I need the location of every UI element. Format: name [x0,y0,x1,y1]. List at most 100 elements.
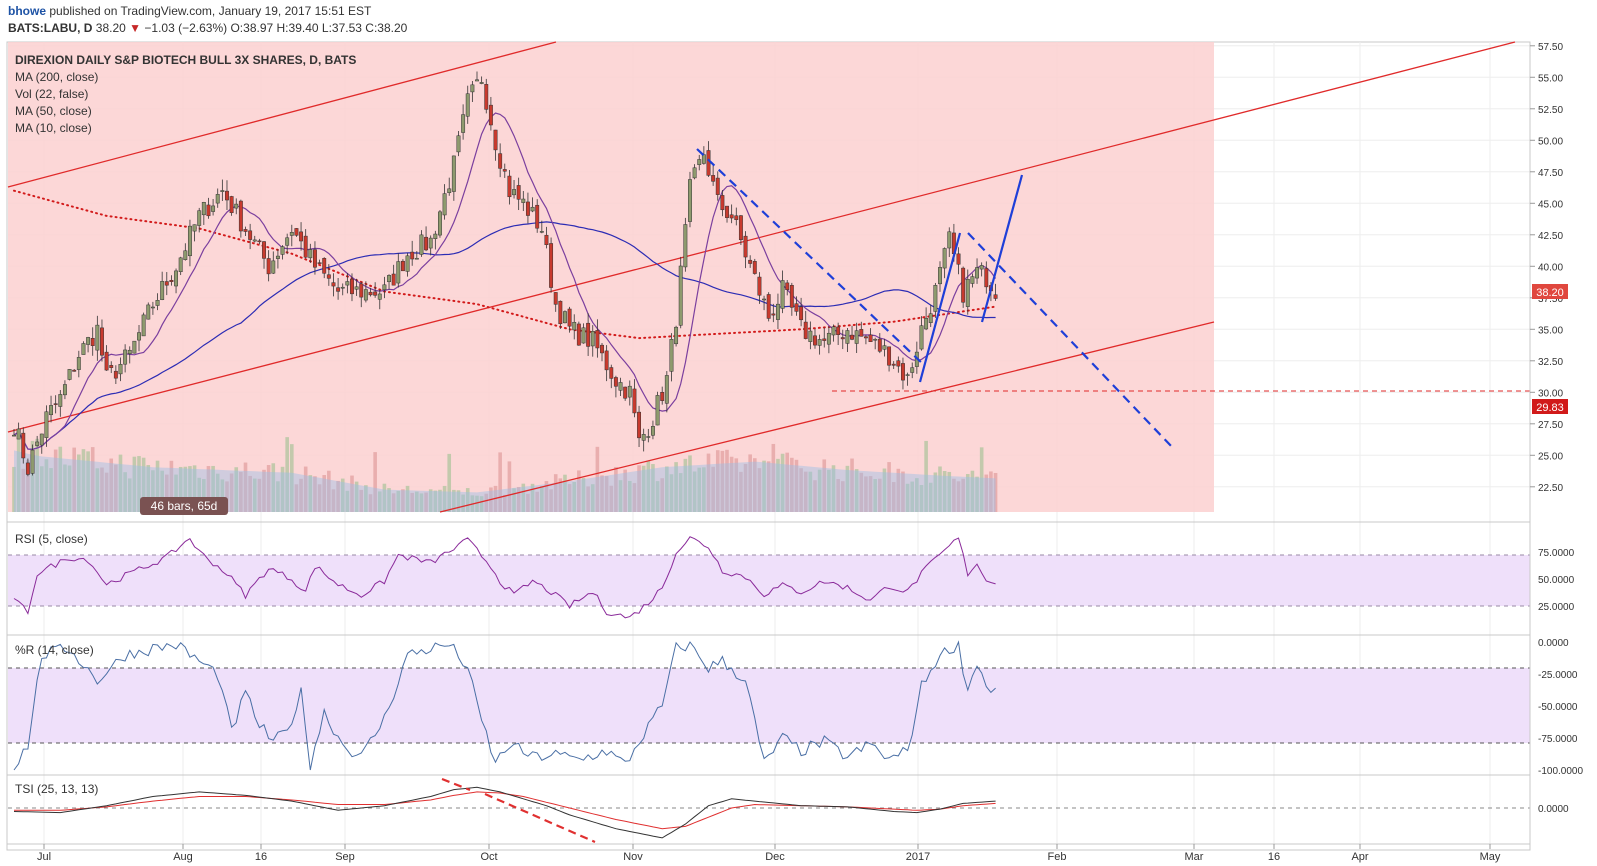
candle [947,227,952,258]
tsi-axis[interactable]: 0.0000 [1538,804,1569,815]
candle-body [104,351,109,371]
legend-ma10[interactable]: MA (10, close) [15,121,92,135]
volume-bar [95,468,100,512]
candle [525,192,530,224]
legend-vol[interactable]: Vol (22, false) [15,87,88,101]
tsi-divergence-dash[interactable] [441,777,471,792]
volume-bar [623,469,627,512]
volume-bar [26,460,30,512]
candle-body [419,234,424,255]
candle [76,350,81,378]
candle [576,321,581,346]
ma50-path [13,221,996,450]
price-axis[interactable]: 57.50 55.00 52.50 50.00 47.50 45.00 42.50 40.00… [1530,42,1563,494]
volume-bar [30,440,35,512]
tsi-trend-dash[interactable] [484,792,596,844]
volume-bar [123,472,127,512]
volume-bar [683,458,688,512]
price-pane[interactable]: DIREXION DAILY S&P BIOTECH BULL 3X SHARE… [7,41,1530,515]
volume-bar [558,478,563,512]
volume-bar [586,486,590,512]
channel-middle-line[interactable] [7,41,1516,433]
legend-ma50[interactable]: MA (50, close) [15,104,92,118]
candle [637,405,641,447]
candle [854,322,859,354]
candle [595,319,600,358]
volume-bar [313,476,317,512]
candle-body [697,159,702,165]
volume-bar [725,449,729,512]
rsi-pane[interactable]: RSI (5, close) [8,532,1530,619]
candle-body [720,195,725,211]
candle [113,365,118,385]
change: −1.03 (−2.63%) [144,21,228,35]
candle [563,310,567,324]
candle [387,274,391,290]
price-tick-label: 45.00 [1538,199,1563,210]
volume-bar [424,492,428,512]
candle [331,273,336,297]
volume-bar [901,471,905,512]
candle-body [738,215,743,241]
candle-body [632,388,637,414]
legend-ma200[interactable]: MA (200, close) [15,70,98,84]
chart-canvas[interactable]: DIREXION DAILY S&P BIOTECH BULL 3X SHARE… [0,38,1597,866]
volume-bar [878,478,882,512]
candle [544,226,549,249]
candle [623,386,628,401]
trend-up-line-1[interactable] [918,232,962,383]
candle-body [461,114,466,133]
author-name[interactable]: bhowe [8,4,46,18]
time-tick-label: Dec [765,851,785,863]
williams-r-pane[interactable]: %R (14, close) [8,640,1530,771]
wr-label[interactable]: %R (14, close) [15,643,94,657]
candle [90,327,95,356]
candle [252,235,257,243]
volume-bar [336,480,340,512]
wr-axis[interactable]: 0.0000 -25.0000 -50.0000 -75.0000 -100.0000 [1538,638,1583,777]
rsi-axis[interactable]: 75.0000 50.0000 25.0000 [1538,548,1575,613]
channel-lower-line[interactable] [439,321,1215,513]
rsi-label[interactable]: RSI (5, close) [15,532,88,546]
candle [104,345,109,371]
candle [127,346,132,364]
volume-bar [669,474,674,512]
tsi-tick-label: 0.0000 [1538,804,1569,815]
volume-bar [516,487,521,512]
wr-tick-label: 0.0000 [1538,638,1569,649]
candle-body [498,153,503,169]
candle-body [901,363,905,381]
time-axis[interactable]: Jul Aug 16 Sep Oct Nov Dec 2017 Feb Mar 16 Apr May [37,844,1501,863]
trend-down-dashed[interactable] [696,148,925,366]
candle-body [127,349,132,354]
volume-bar [854,469,859,512]
price-tick-label: 37.50 [1538,294,1563,305]
projection-up-line[interactable] [980,174,1024,323]
candle [683,217,688,272]
volume-bar [299,478,303,512]
volume-bar [604,476,609,512]
candle [873,337,878,350]
volume-bar [660,478,664,512]
channel-upper-line[interactable] [7,41,557,188]
candle-body [400,260,405,272]
volume-bar [563,474,567,512]
tsi-pane[interactable]: TSI (25, 13, 13) [8,777,1530,844]
volume-bar [627,480,632,512]
candle-body [776,303,780,320]
candle [766,292,771,322]
volume-bar [90,447,95,512]
support-price-badge [1532,399,1568,414]
volume-bar [419,493,424,512]
candle [410,240,415,266]
projection-down-dashed[interactable] [967,232,1173,448]
volume-bar [891,482,896,512]
tsi-label[interactable]: TSI (25, 13, 13) [15,782,98,796]
candle-body [377,293,382,300]
candle-body [238,200,243,232]
candle-body [970,276,975,284]
volume-bar [706,453,711,512]
candle-body [308,249,313,259]
candle [396,253,401,288]
candle-body [137,332,141,341]
